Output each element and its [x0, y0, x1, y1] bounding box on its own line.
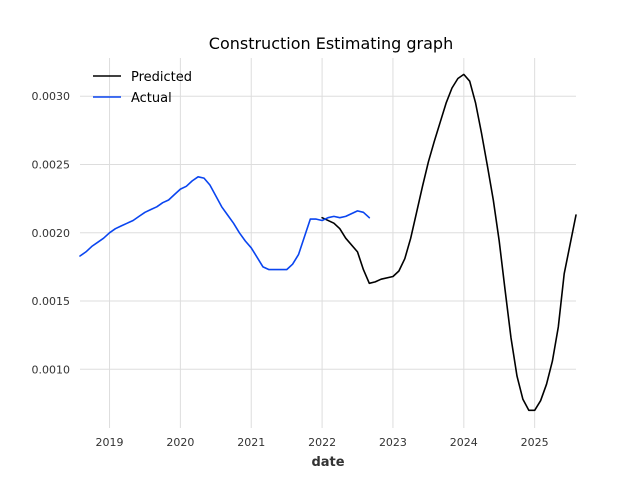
x-tick-label: 2025 — [521, 436, 549, 449]
y-tick-label: 0.0020 — [32, 227, 71, 240]
series-lines — [79, 73, 577, 412]
y-tick-label: 0.0030 — [32, 90, 71, 103]
y-tick-labels: 0.0010 0.0015 0.0020 0.0025 0.0030 — [32, 90, 71, 376]
series-line-actual — [79, 176, 371, 271]
grid — [80, 58, 576, 428]
legend-label-actual: Actual — [131, 91, 172, 106]
chart-title: Construction Estimating graph — [209, 34, 453, 53]
x-tick-label: 2019 — [96, 436, 124, 449]
x-tick-label: 2021 — [237, 436, 265, 449]
legend: Predicted Actual — [93, 70, 192, 106]
x-tick-label: 2024 — [450, 436, 478, 449]
x-axis-label: date — [311, 455, 344, 470]
x-tick-label: 2022 — [308, 436, 336, 449]
y-tick-label: 0.0025 — [32, 158, 71, 171]
legend-label-predicted: Predicted — [131, 70, 192, 85]
y-tick-label: 0.0010 — [32, 363, 71, 376]
series-line-predicted — [321, 73, 577, 412]
x-tick-labels: 2019 2020 2021 2022 2023 2024 2025 — [96, 436, 549, 449]
y-tick-label: 0.0015 — [32, 295, 71, 308]
x-tick-label: 2023 — [379, 436, 407, 449]
x-tick-label: 2020 — [166, 436, 194, 449]
